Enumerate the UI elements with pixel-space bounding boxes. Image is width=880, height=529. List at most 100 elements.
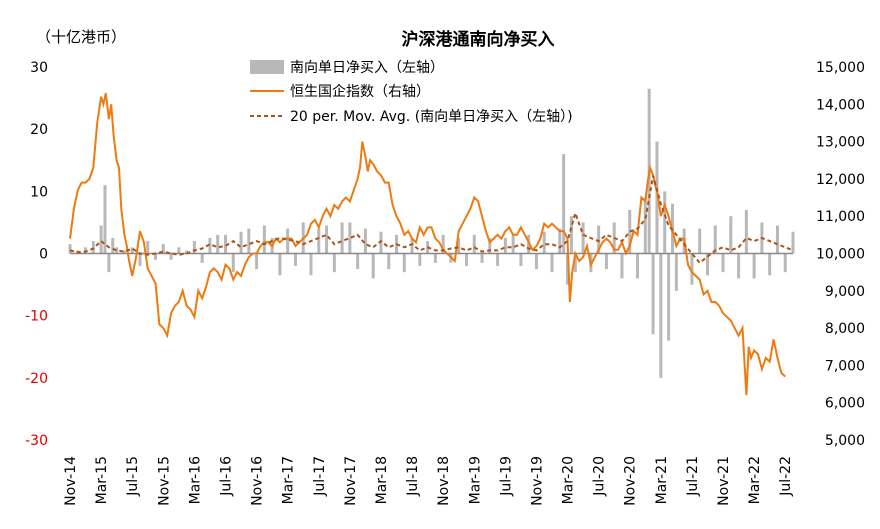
net-buy-bar	[91, 241, 95, 254]
net-buy-bar	[667, 253, 671, 341]
net-buy-bar	[231, 253, 235, 273]
net-buy-bar	[402, 253, 406, 273]
net-buy-bar	[161, 244, 165, 254]
x-tick-label: Mar-22	[747, 456, 763, 504]
x-tick-label: Jul-19	[498, 456, 514, 497]
net-buy-bar	[791, 231, 795, 254]
net-buy-bar	[573, 253, 577, 273]
net-buy-bar	[550, 253, 554, 273]
right-tick-label: 8,000	[825, 321, 865, 337]
left-tick-label: 10	[30, 184, 48, 200]
net-buy-bar	[223, 234, 227, 254]
net-buy-bars	[68, 88, 795, 378]
net-buy-bar	[84, 247, 88, 254]
x-tick-label: Jul-21	[685, 456, 701, 497]
x-tick-label: Nov-14	[63, 456, 79, 506]
x-axis: Nov-14 Mar-15 Jul-15 Nov-15 Mar-16 Jul-16 Nov-…	[63, 456, 794, 506]
right-tick-label: 9,000	[825, 284, 865, 300]
moving-average-line	[69, 175, 794, 265]
x-tick-label: Jul-16	[218, 456, 234, 497]
x-tick-label: Nov-20	[623, 456, 639, 506]
right-tick-label: 7,000	[825, 358, 865, 374]
x-tick-label: Nov-19	[529, 456, 545, 506]
net-buy-bar	[457, 237, 461, 254]
left-tick-label: 20	[30, 122, 48, 138]
left-tick-label: 30	[30, 60, 48, 76]
right-axis: 15,000 14,000 13,000 12,000 11,000 10,000 9,00…	[816, 60, 865, 449]
right-tick-label: 11,000	[816, 209, 865, 225]
net-buy-bar	[569, 216, 573, 254]
net-buy-bar	[752, 253, 756, 279]
x-tick-label: Jul-17	[312, 456, 328, 497]
x-tick-label: Mar-20	[561, 456, 577, 504]
net-buy-bar	[636, 253, 640, 279]
net-buy-bar	[620, 253, 624, 279]
net-buy-bar	[663, 191, 667, 254]
chart-title: 沪深港通南向净买入	[402, 29, 555, 50]
net-buy-bar	[111, 237, 115, 254]
x-tick-label: Nov-18	[436, 456, 452, 506]
net-buy-bar	[651, 253, 655, 335]
right-tick-label: 14,000	[816, 97, 865, 113]
net-buy-bar	[107, 253, 111, 273]
x-tick-label: Mar-18	[374, 456, 390, 504]
net-buy-bar	[130, 247, 134, 254]
net-buy-bar	[519, 253, 523, 266]
legend-label-index: 恒生国企指数（右轴）	[290, 83, 430, 100]
net-buy-bar	[208, 237, 212, 254]
net-buy-bar	[247, 228, 251, 254]
net-buy-bar	[293, 253, 297, 266]
net-buy-bar	[185, 250, 189, 254]
left-axis-unit: （十亿港币）	[36, 28, 126, 46]
net-buy-bar	[99, 225, 103, 254]
x-tick-label: Jul-15	[125, 456, 141, 497]
net-buy-bar	[169, 253, 173, 260]
net-buy-bar	[496, 253, 500, 266]
x-tick-label: Mar-15	[94, 456, 110, 504]
net-buy-bar	[255, 253, 259, 270]
left-tick-label: -30	[25, 433, 48, 449]
x-tick-label: Mar-19	[467, 456, 483, 504]
net-buy-bar	[775, 225, 779, 254]
legend-label-moving-avg: 20 per. Mov. Avg. (南向单日净买入（左轴）)	[290, 109, 573, 125]
net-buy-bar	[371, 253, 375, 279]
net-buy-bar	[262, 225, 266, 254]
net-buy-bar	[410, 237, 414, 254]
net-buy-bar	[146, 241, 150, 254]
net-buy-bar	[216, 234, 220, 254]
net-buy-bar	[472, 234, 476, 254]
x-tick-label: Nov-21	[716, 456, 732, 506]
net-buy-bar	[441, 234, 445, 254]
net-buy-bar	[348, 222, 352, 254]
left-axis: 30 20 10 0 -10 -20 -30	[25, 60, 48, 449]
net-buy-bar	[643, 197, 647, 254]
right-tick-label: 6,000	[825, 396, 865, 412]
net-buy-bar	[534, 253, 538, 270]
net-buy-bar	[542, 231, 546, 254]
net-buy-bar	[729, 216, 733, 254]
right-tick-label: 5,000	[825, 433, 865, 449]
net-buy-bar	[433, 253, 437, 263]
legend-swatch-bars	[250, 60, 284, 74]
legend: 南向单日净买入（左轴） 恒生国企指数（右轴） 20 per. Mov. Avg.…	[250, 60, 573, 125]
net-buy-bar	[698, 228, 702, 254]
x-tick-label: Jul-22	[778, 456, 794, 497]
net-buy-bar	[597, 225, 601, 254]
x-tick-label: Mar-21	[654, 456, 670, 504]
net-buy-bar	[239, 231, 243, 254]
x-tick-label: Nov-15	[156, 456, 172, 506]
net-buy-bar	[68, 244, 72, 254]
x-tick-label: Jul-18	[405, 456, 421, 497]
net-buy-bar	[768, 253, 772, 276]
x-tick-label: Jul-20	[592, 456, 608, 497]
left-tick-label: 0	[39, 247, 48, 263]
net-buy-bar	[138, 253, 142, 266]
net-buy-bar	[317, 228, 321, 254]
net-buy-bar	[690, 253, 694, 285]
net-buy-bar	[464, 253, 468, 266]
left-tick-label: -20	[25, 371, 48, 387]
net-buy-bar	[604, 253, 608, 270]
net-buy-bar	[628, 209, 632, 254]
net-buy-bar	[122, 250, 126, 254]
net-buy-bar	[418, 253, 422, 266]
